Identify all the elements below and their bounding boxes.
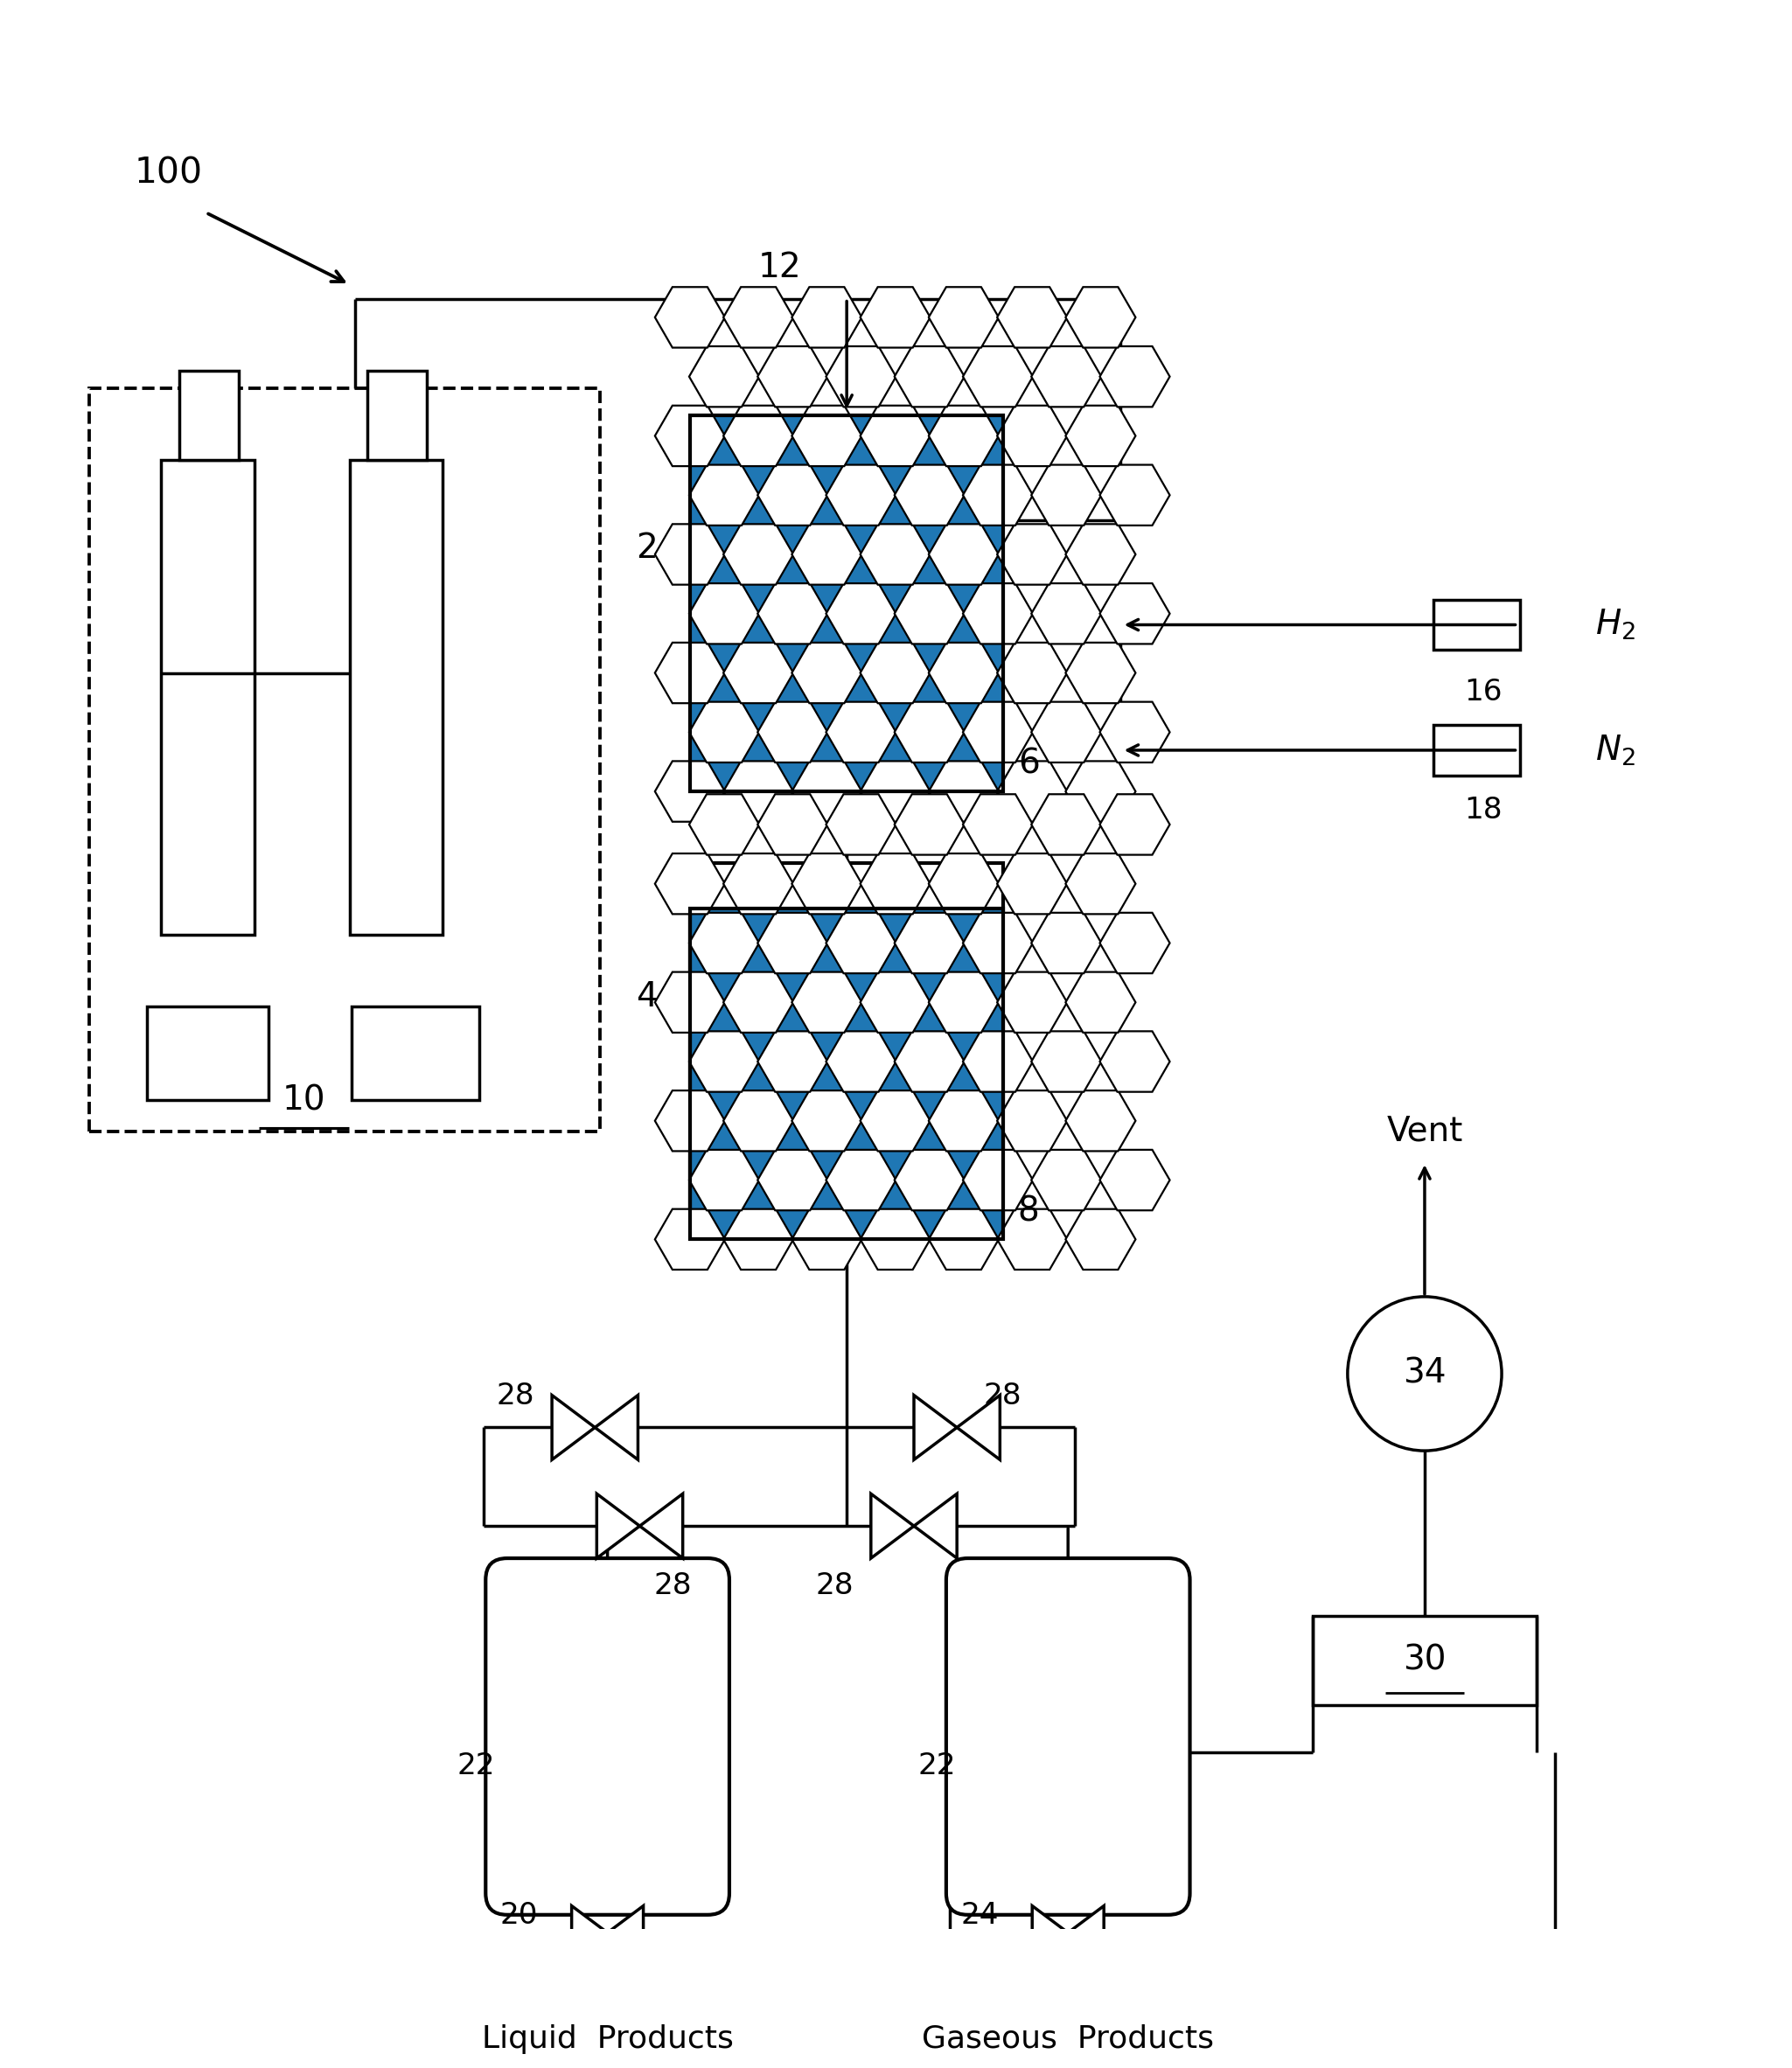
FancyBboxPatch shape	[946, 1559, 1190, 1915]
Polygon shape	[1068, 1907, 1104, 1960]
Polygon shape	[607, 1907, 643, 1960]
FancyBboxPatch shape	[486, 1559, 729, 1915]
Bar	[690, 908, 1004, 1239]
Text: 22: 22	[457, 1752, 495, 1781]
Bar	[690, 908, 1004, 1239]
Polygon shape	[1032, 1907, 1068, 1960]
Text: Liquid  Products: Liquid Products	[482, 2025, 733, 2054]
Bar	[179, 370, 238, 459]
Polygon shape	[595, 1396, 638, 1460]
Polygon shape	[914, 1493, 957, 1559]
Text: $H_2$: $H_2$	[1595, 608, 1634, 641]
Text: 100: 100	[134, 157, 202, 190]
Text: 28: 28	[815, 1572, 853, 1601]
Polygon shape	[914, 1396, 957, 1460]
Polygon shape	[640, 1493, 683, 1559]
Bar	[690, 416, 1004, 792]
Bar	[147, 1007, 269, 1100]
Bar	[349, 459, 443, 935]
Text: 20: 20	[500, 1900, 538, 1929]
Text: 30: 30	[1403, 1644, 1446, 1677]
Bar	[1434, 726, 1520, 776]
Bar	[1312, 1615, 1536, 1706]
Bar	[690, 862, 1004, 1239]
Text: 28: 28	[654, 1572, 692, 1601]
Polygon shape	[871, 1493, 914, 1559]
Text: 18: 18	[1464, 796, 1502, 825]
Bar	[690, 862, 1004, 908]
Text: 4: 4	[636, 980, 658, 1013]
Text: 2: 2	[636, 531, 658, 565]
Polygon shape	[597, 1493, 640, 1559]
Bar	[351, 1007, 478, 1100]
Text: 10: 10	[283, 1084, 326, 1117]
Circle shape	[1348, 1297, 1502, 1452]
Text: 12: 12	[758, 250, 801, 283]
Text: Vent: Vent	[1387, 1115, 1462, 1148]
Bar	[1434, 600, 1520, 649]
Polygon shape	[572, 1907, 607, 1960]
Text: 8: 8	[1018, 1195, 1039, 1228]
Bar	[690, 416, 1004, 792]
Text: $N_2$: $N_2$	[1595, 732, 1634, 767]
Text: 24: 24	[961, 1900, 998, 1929]
Text: 28: 28	[496, 1381, 534, 1410]
Bar	[161, 459, 254, 935]
Text: 34: 34	[1403, 1357, 1446, 1390]
Text: Gaseous  Products: Gaseous Products	[921, 2025, 1215, 2054]
Text: 6: 6	[1018, 747, 1039, 780]
Polygon shape	[552, 1396, 595, 1460]
Polygon shape	[957, 1396, 1000, 1460]
Bar	[367, 370, 426, 459]
Text: 22: 22	[918, 1752, 955, 1781]
Bar	[90, 389, 600, 1131]
Text: 28: 28	[984, 1381, 1021, 1410]
Text: 16: 16	[1464, 678, 1502, 705]
